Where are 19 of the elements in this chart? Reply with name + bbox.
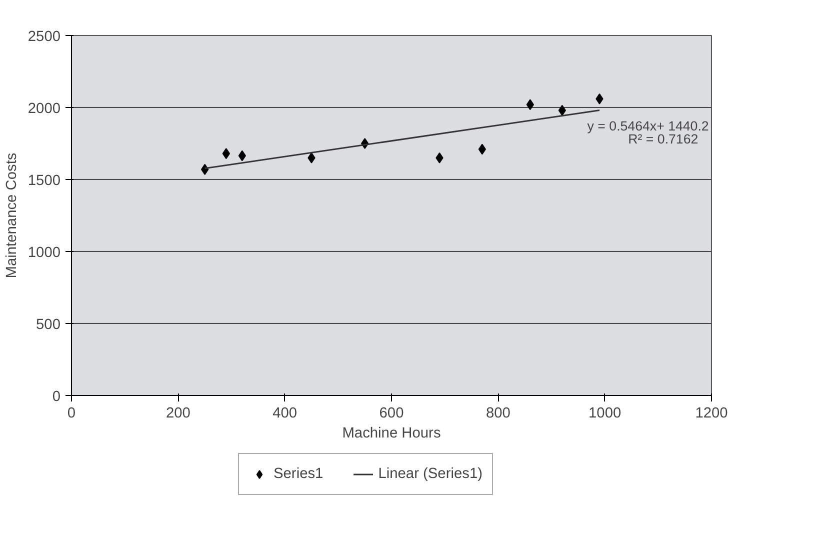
- y-tick-label: 1000: [28, 245, 61, 261]
- x-axis-title: Machine Hours: [342, 426, 441, 442]
- annotation: y = 0.5464x+ 1440.2: [587, 118, 709, 134]
- y-tick-label: 2500: [28, 29, 61, 45]
- x-tick-label: 400: [272, 406, 298, 422]
- y-axis-title: Maintenance Costs: [4, 152, 20, 278]
- x-tick-label: 600: [379, 406, 404, 422]
- y-tick-label: 0: [52, 389, 61, 405]
- annotation: R² = 0.7162: [628, 131, 698, 146]
- x-tick-label: 1200: [695, 406, 728, 422]
- legend-label: Linear (Series1): [378, 466, 482, 482]
- legend-label: Series1: [274, 466, 324, 482]
- y-tick-label: 500: [36, 317, 61, 333]
- x-tick-label: 0: [67, 406, 76, 422]
- x-tick-label: 1000: [588, 406, 622, 422]
- y-tick-label: 1500: [28, 173, 61, 189]
- x-tick-label: 200: [166, 406, 190, 422]
- x-tick-label: 800: [486, 406, 510, 422]
- y-tick-label: 2000: [28, 101, 61, 117]
